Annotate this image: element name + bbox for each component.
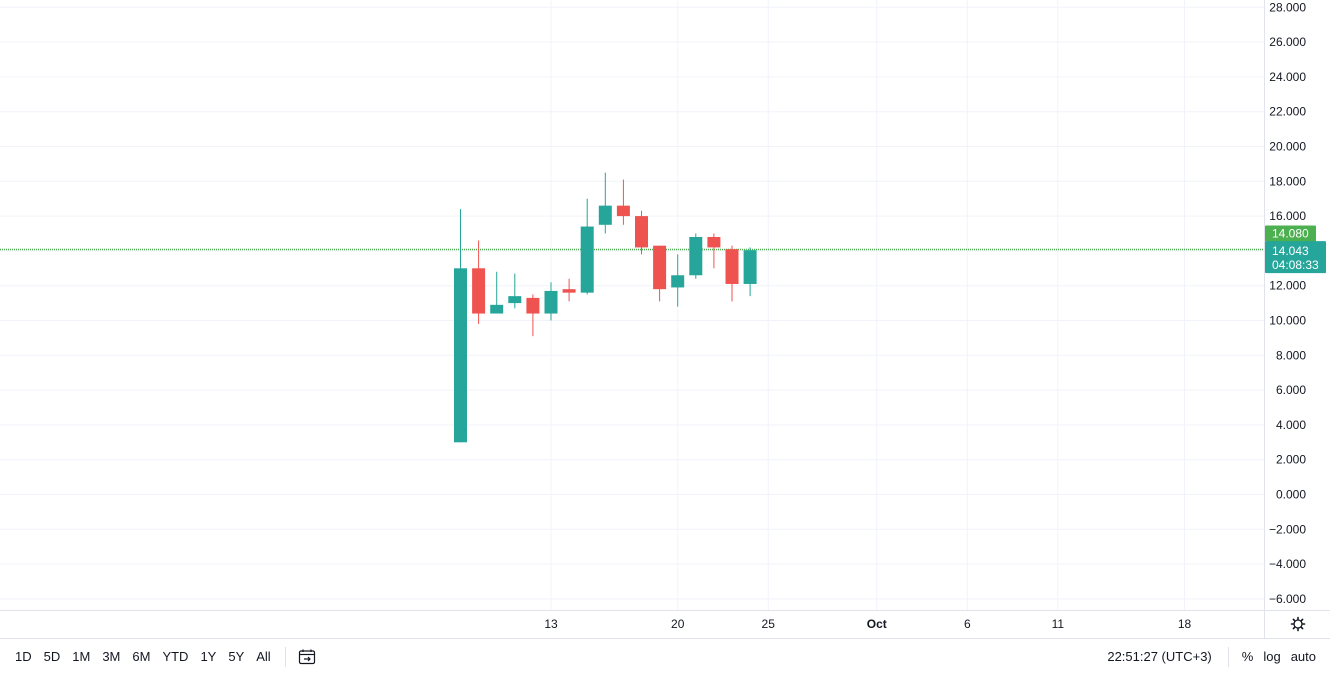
candle-body	[526, 297, 540, 314]
candle-body	[508, 296, 522, 304]
toolbar-right: 22:51:27 (UTC+3) % log auto	[1107, 639, 1330, 674]
candle-body	[653, 245, 667, 290]
last-price-tag: 14.080	[1265, 225, 1316, 242]
range-ytd-button[interactable]: YTD	[162, 649, 189, 664]
candle-down	[725, 245, 739, 302]
candle-up	[454, 209, 467, 443]
candle-down	[653, 245, 667, 302]
y-tick-label: 10.000	[1269, 314, 1306, 328]
candle-up	[490, 271, 504, 314]
range-6m-button[interactable]: 6M	[132, 649, 151, 664]
y-tick-label: 26.000	[1269, 35, 1306, 49]
y-tick-label: 24.000	[1269, 70, 1306, 84]
y-tick-label: 20.000	[1269, 140, 1306, 154]
x-tick-label: 20	[671, 617, 685, 631]
candle-up	[508, 273, 522, 309]
y-tick-label: 12.000	[1269, 279, 1306, 293]
candle-up	[689, 233, 703, 279]
candle-down	[707, 233, 721, 269]
candle-body	[472, 268, 486, 314]
candle-body	[616, 205, 630, 217]
countdown-timer: 04:08:33	[1272, 258, 1319, 272]
x-tick-label: Oct	[867, 617, 887, 631]
x-tick-label: 25	[762, 617, 776, 631]
timezone-clock[interactable]: 22:51:27 (UTC+3)	[1107, 649, 1212, 664]
candle-body	[707, 236, 721, 248]
candle-up	[580, 198, 594, 295]
y-tick-label: 2.000	[1276, 453, 1306, 467]
range-1d-button[interactable]: 1D	[15, 649, 32, 664]
candle-up	[743, 247, 757, 297]
y-tick-label: 0.000	[1276, 488, 1306, 502]
range-selector: 1D 5D 1M 3M 6M YTD 1Y 5Y All	[0, 639, 277, 674]
candle-body	[635, 216, 648, 248]
x-tick-label: 6	[964, 617, 971, 631]
candle-body	[544, 290, 558, 314]
candle-body	[689, 236, 703, 276]
price-tag-bg	[1265, 241, 1326, 274]
y-tick-label: 18.000	[1269, 174, 1306, 188]
y-tick-label: 22.000	[1269, 105, 1306, 119]
price-tag-bg	[1265, 225, 1316, 242]
price-chart[interactable]: 28.000 26.000 24.000 22.000 20.000 18.000 16.0…	[0, 0, 1330, 639]
percent-scale-toggle[interactable]: %	[1241, 649, 1254, 664]
time-axis[interactable]: 13 20 25 Oct 6 11 18	[0, 610, 1330, 639]
toolbar-divider	[284, 646, 286, 667]
price-axis[interactable]: 28.000 26.000 24.000 22.000 20.000 18.000 16.0…	[1264, 0, 1307, 638]
candle-body	[671, 275, 685, 288]
range-3m-button[interactable]: 3M	[102, 649, 121, 664]
go-to-date-button[interactable]	[294, 644, 320, 670]
y-tick-label: −4.000	[1269, 557, 1306, 571]
candle-up	[671, 254, 685, 307]
candles	[454, 172, 757, 443]
candle-body	[580, 226, 594, 293]
y-tick-label: 16.000	[1269, 209, 1306, 223]
x-tick-label: 13	[544, 617, 558, 631]
x-tick-label: 11	[1052, 617, 1065, 631]
range-all-button[interactable]: All	[256, 649, 271, 664]
range-5d-button[interactable]: 5D	[43, 649, 61, 664]
candle-up	[598, 172, 612, 234]
y-tick-label: 6.000	[1276, 383, 1306, 397]
chart-grid	[0, 0, 1264, 610]
y-tick-label: −6.000	[1269, 592, 1306, 606]
calendar-goto-icon	[298, 649, 315, 664]
y-tick-label: 4.000	[1276, 418, 1306, 432]
candle-body	[454, 268, 467, 443]
candle-body	[725, 249, 739, 284]
y-tick-label: 28.000	[1269, 0, 1306, 14]
auto-scale-toggle[interactable]: auto	[1290, 649, 1316, 664]
range-1m-button[interactable]: 1M	[72, 649, 91, 664]
candle-body	[743, 250, 757, 284]
x-tick-label: 18	[1178, 617, 1192, 631]
candle-body	[562, 289, 576, 293]
candle-down	[562, 278, 576, 302]
price-tag-value: 14.080	[1272, 227, 1309, 241]
range-5y-button[interactable]: 5Y	[228, 649, 245, 664]
chart-settings-icon[interactable]	[1290, 616, 1306, 632]
candle-up	[544, 282, 558, 321]
toolbar-divider	[1227, 646, 1229, 667]
range-1y-button[interactable]: 1Y	[200, 649, 217, 664]
y-tick-label: 8.000	[1276, 348, 1306, 362]
candle-body	[598, 205, 612, 225]
candle-down	[616, 179, 630, 225]
log-scale-toggle[interactable]: log	[1263, 649, 1281, 664]
price-tag-value: 14.043	[1272, 244, 1309, 258]
candle-down	[526, 294, 540, 337]
bottom-toolbar: 1D 5D 1M 3M 6M YTD 1Y 5Y All 22:51:27 (U…	[0, 639, 1330, 674]
y-tick-label: −2.000	[1269, 522, 1306, 536]
candle-down	[472, 240, 486, 324]
candle-down	[635, 210, 648, 255]
candle-body	[490, 304, 504, 314]
